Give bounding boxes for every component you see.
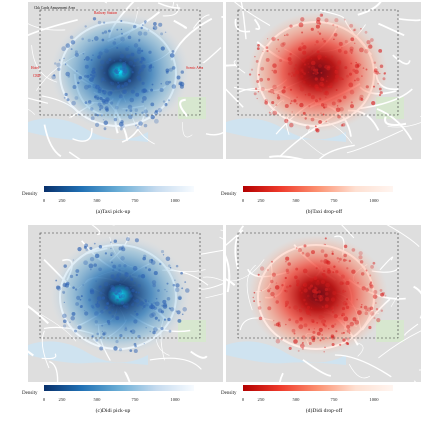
legend-tick: 250 — [257, 198, 265, 203]
legend-tick: 1000 — [170, 397, 180, 402]
legend-title: Density — [22, 192, 38, 197]
legend-tick: 0 — [241, 198, 245, 203]
legend-title: Density — [221, 192, 237, 197]
legend-tick: 750 — [330, 397, 338, 402]
legend-title: Density — [221, 391, 237, 396]
legend-tick: 1000 — [369, 198, 379, 203]
legend-tick: 0 — [241, 397, 245, 402]
park-area — [376, 320, 404, 342]
density-points — [252, 237, 387, 353]
annotation-scenic-area: Scenic Area — [186, 66, 204, 70]
caption-c: (c)Didi pick-up — [95, 408, 131, 414]
legend-tick: 500 — [93, 198, 101, 203]
legend-tick: 1000 — [369, 397, 379, 402]
river — [226, 118, 346, 142]
heatmap-taxi-pickup: Chk Cards Amusement Area Railway Station… — [28, 2, 223, 159]
legend-tick: 250 — [257, 397, 265, 402]
legend-gradient-red — [243, 385, 393, 391]
annotation-railway-station: Railway Station — [94, 11, 118, 15]
density-blob — [50, 12, 190, 132]
river — [226, 341, 346, 365]
park-area — [178, 320, 206, 342]
density-blob — [248, 235, 388, 355]
caption-a: (a)Taxi pick-up — [95, 209, 131, 215]
legend-tick: 250 — [58, 397, 66, 402]
panel-didi-dropoff: Density 0 250 500 750 1000 (d)Didi drop-… — [221, 223, 446, 446]
legend-c: Density 0 250 500 750 1000 — [22, 385, 212, 415]
density-blob — [248, 12, 388, 132]
panel-taxi-pickup: Chk Cards Amusement Area Railway Station… — [0, 0, 223, 223]
legend-tick: 500 — [292, 397, 300, 402]
legend-tick: 750 — [131, 397, 139, 402]
legend-a: Density 0 250 500 750 1000 — [22, 186, 212, 216]
caption-b: (b)Taxi drop-off — [305, 209, 343, 215]
study-area-boundary — [237, 232, 399, 339]
legend-gradient-red — [243, 186, 393, 192]
density-map-b — [226, 2, 421, 159]
legend-tick: 250 — [58, 198, 66, 203]
legend-gradient-blue — [44, 186, 194, 192]
panel-taxi-dropoff: Density 0 250 500 750 1000 (b)Taxi drop-… — [221, 0, 446, 223]
legend-b: Density 0 250 500 750 1000 — [221, 186, 411, 216]
study-area-boundary — [39, 9, 201, 116]
density-blob — [50, 235, 190, 355]
density-points — [248, 13, 386, 133]
legend-tick: 0 — [42, 198, 46, 203]
legend-gradient-blue — [44, 385, 194, 391]
legend-tick: 500 — [93, 397, 101, 402]
caption-d: (d)Didi drop-off — [305, 408, 343, 414]
panel-didi-pickup: Density 0 250 500 750 1000 (c)Didi pick-… — [0, 223, 223, 446]
legend-tick: 500 — [292, 198, 300, 203]
legend-tick: 750 — [131, 198, 139, 203]
density-map-d — [226, 225, 421, 382]
river — [28, 341, 148, 365]
heatmap-taxi-dropoff — [226, 2, 421, 159]
legend-d: Density 0 250 500 750 1000 — [221, 385, 411, 415]
heatmap-didi-dropoff — [226, 225, 421, 382]
density-map-c — [28, 225, 223, 382]
heatmap-didi-pickup — [28, 225, 223, 382]
legend-title: Density — [22, 391, 38, 396]
density-points — [55, 237, 190, 354]
legend-tick: 0 — [42, 397, 46, 402]
annotation-amusement: Chk Cards Amusement Area — [34, 6, 76, 10]
park-area — [376, 97, 404, 119]
density-points — [51, 17, 185, 131]
density-map-a — [28, 2, 223, 159]
annotation-hotel: Hotel — [31, 66, 39, 70]
legend-tick: 750 — [330, 198, 338, 203]
legend-tick: 1000 — [170, 198, 180, 203]
annotation-cbd: CBD — [33, 74, 41, 78]
study-area-boundary — [237, 9, 399, 116]
study-area-boundary — [39, 232, 201, 339]
river — [28, 118, 148, 142]
